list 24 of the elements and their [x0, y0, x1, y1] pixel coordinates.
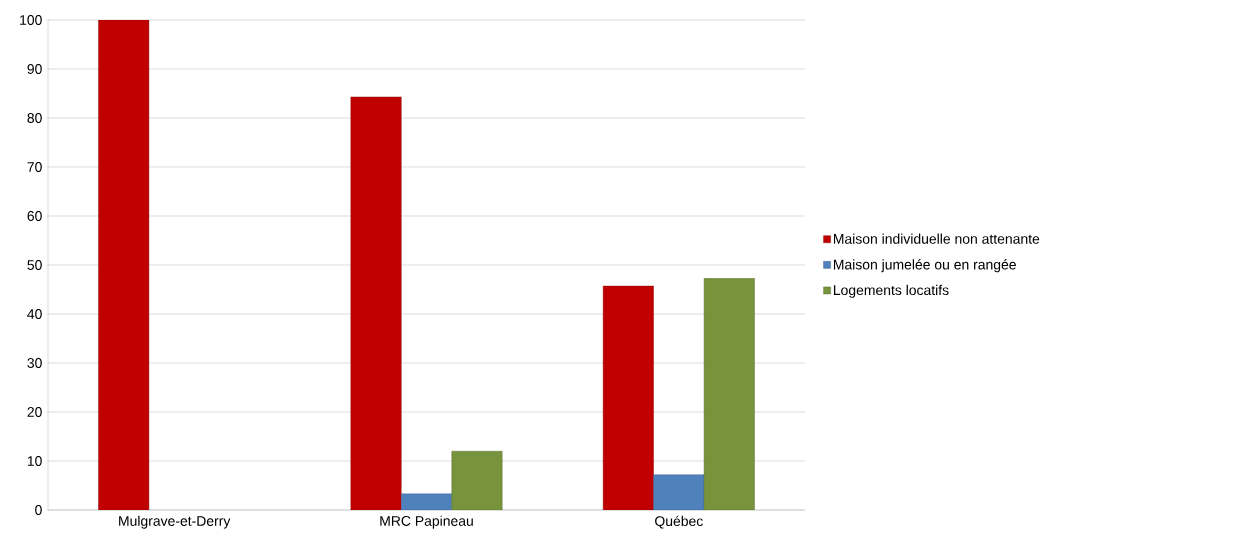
y-tick-label: 50: [27, 260, 42, 270]
legend-label: Maison jumelée ou en rangée: [833, 259, 1016, 273]
x-tick-label: Mulgrave-et-Derry: [119, 515, 231, 529]
y-tick-label: 90: [27, 64, 42, 74]
y-tick-label: 0: [35, 505, 42, 515]
y-tick-label: 40: [27, 309, 42, 319]
bar: [602, 285, 654, 510]
y-tick-label: 100: [20, 15, 42, 25]
x-tick-label: MRC Papineau: [380, 515, 473, 529]
y-tick-label: 70: [27, 162, 42, 172]
legend-label: Logements locatifs: [833, 284, 949, 298]
bar: [98, 20, 150, 510]
y-tick-label: 10: [27, 456, 42, 466]
bar: [401, 493, 452, 510]
y-tick-label: 80: [27, 113, 42, 123]
bar: [451, 451, 503, 510]
bar: [703, 278, 755, 510]
legend-label: Maison individuelle non attenante: [833, 233, 1040, 244]
y-tick-label: 30: [27, 358, 42, 368]
y-tick-label: 60: [27, 211, 42, 221]
x-tick-label: Québec: [655, 515, 703, 529]
bar: [350, 96, 402, 510]
y-tick-label: 20: [27, 407, 42, 417]
bar: [653, 474, 705, 510]
